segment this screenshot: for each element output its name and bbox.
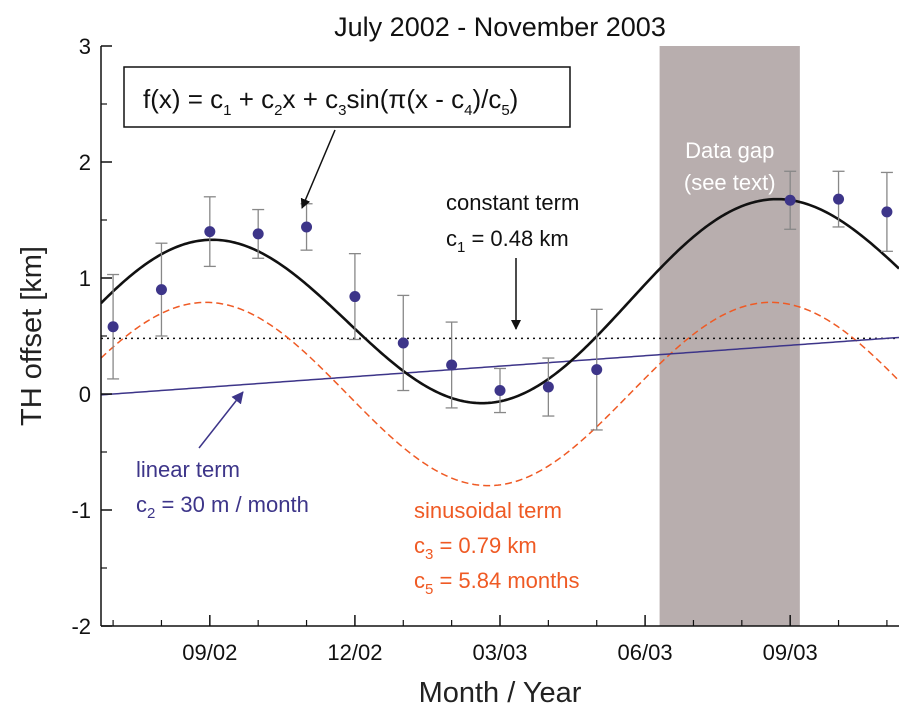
linear-term-value: c2 = 30 m / month [136,492,309,522]
data-point-marker [881,206,893,218]
data-point-9 [542,357,555,417]
data-point-11 [784,170,797,230]
formula-box [123,66,571,128]
data-point-marker [107,321,119,333]
data-point-marker [446,359,458,371]
formula-text: f(x) = c1 + c2x + c3sin(π(x - c4)/c5) [143,84,518,119]
data-point-4 [300,203,313,251]
data-point-marker [784,194,796,206]
linear-term-line [101,336,899,396]
data-point-marker [252,228,264,240]
sinusoidal-c3-value: c3 = 0.79 km [414,533,537,563]
data-point-7 [445,321,458,409]
data-point-6 [397,294,410,392]
y-axis-label: TH offset [km] [16,246,48,426]
data-point-1 [155,242,168,337]
constant-term-label: constant term [446,190,579,215]
data-point-5 [348,252,361,341]
y-tick-label: 3 [79,34,91,59]
x-tick-label: 03/03 [472,640,527,665]
formula-arrow [300,129,336,209]
data-point-2 [203,196,216,268]
x-tick-label: 12/02 [327,640,382,665]
y-tick-label: -2 [71,614,91,639]
data-point-13 [880,171,893,252]
constant-term-value: c1 = 0.48 km [446,226,569,256]
data-point-0 [107,273,120,380]
x-tick-label: 09/02 [182,640,237,665]
data-point-marker [301,221,313,233]
x-tick-label: 09/03 [763,640,818,665]
data-gap-label: Data gap [685,138,774,163]
data-point-marker [542,381,554,393]
y-tick-label: -1 [71,498,91,523]
data-point-marker [349,291,361,303]
data-point-marker [591,364,603,376]
data-point-marker [833,193,845,205]
sinusoidal-c5-value: c5 = 5.84 months [414,568,580,598]
x-axis-label: Month / Year [419,677,582,709]
y-tick-label: 1 [79,266,91,291]
data-point-marker [397,337,409,349]
chart-title: July 2002 - November 2003 [334,12,666,42]
y-tick-label: 0 [79,382,91,407]
sinusoidal-term-label: sinusoidal term [414,498,562,523]
y-tick-label: 2 [79,150,91,175]
data-point-3 [252,208,265,259]
data-gap-band [659,46,800,626]
data-point-8 [494,367,506,414]
linear-term-label: linear term [136,457,240,482]
sinusoidal-term-line [101,301,899,487]
data-point-marker [204,226,216,238]
data-point-12 [832,170,845,228]
data-gap-sublabel: (see text) [684,170,776,195]
linear-term-arrow [198,391,244,449]
data-point-10 [590,308,603,431]
data-point-marker [155,284,167,296]
x-tick-label: 06/03 [618,640,673,665]
data-point-marker [494,385,506,397]
